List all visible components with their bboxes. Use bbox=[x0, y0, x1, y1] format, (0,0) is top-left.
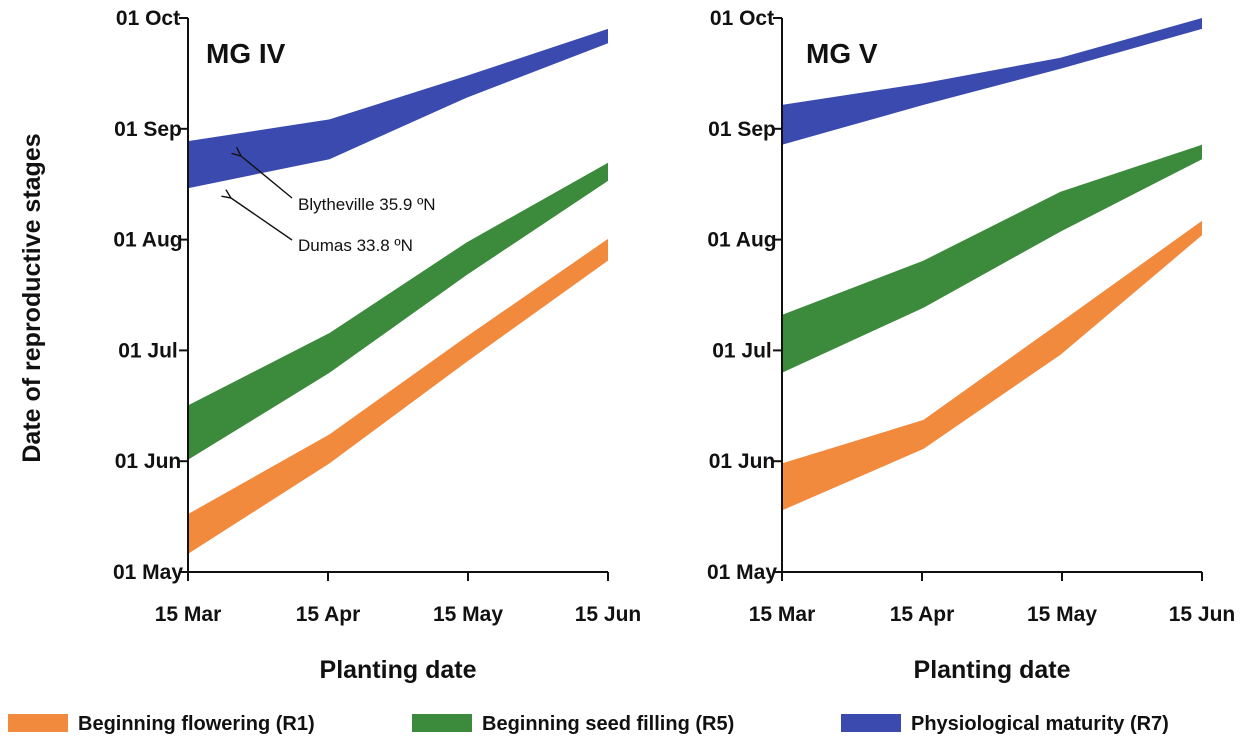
mg-v-y-tick-label: 01 Oct bbox=[710, 7, 774, 30]
mg-iv-y-tick-label: 01 Jul bbox=[118, 339, 178, 362]
mg-v-y-tick-label: 01 Jul bbox=[712, 339, 772, 362]
mg-iv-x-tick-label: 15 May bbox=[433, 603, 503, 626]
mg-iv-y-tick-label: 01 May bbox=[113, 561, 183, 584]
panel-mg-v-title: MG V bbox=[806, 38, 878, 69]
mg-v-band-beginning-seed-filling-r5 bbox=[782, 144, 1202, 373]
mg-v-y-tick-label: 01 May bbox=[707, 561, 777, 584]
mg-iv-x-tick-label: 15 Jun bbox=[575, 603, 642, 626]
panel-mg-v-ticks: 01 May 01 Jun 01 Jul 01 Aug 01 Sep 01 Oct 15 M… bbox=[707, 7, 1235, 626]
mg-iv-y-tick-label: 01 Jun bbox=[115, 450, 182, 473]
panel-mg-iv: 01 May 01 Jun 01 Jul 01 Aug 01 Sep 01 Oct 15 M… bbox=[113, 7, 641, 684]
panel-mg-iv-x-axis-title: Planting date bbox=[320, 656, 477, 684]
mg-v-y-tick-label: 01 Jun bbox=[709, 450, 776, 473]
mg-v-band-physiological-maturity-r7 bbox=[782, 18, 1202, 145]
mg-v-x-tick-label: 15 Jun bbox=[1169, 603, 1236, 626]
mg-v-band-beginning-flowering-r1 bbox=[782, 220, 1202, 511]
mg-v-x-tick-label: 15 Apr bbox=[890, 603, 955, 626]
panel-mg-iv-bands bbox=[188, 28, 608, 554]
legend-label-beginning-flowering-r1: Beginning flowering (R1) bbox=[78, 713, 315, 735]
mg-iv-y-tick-label: 01 Aug bbox=[113, 229, 182, 252]
mg-iv-x-tick-label: 15 Mar bbox=[155, 603, 222, 626]
mg-iv-y-tick-label: 01 Sep bbox=[114, 118, 182, 141]
legend: Beginning flowering (R1) Beginning seed f… bbox=[8, 713, 1169, 735]
mg-v-x-tick-label: 15 Mar bbox=[749, 603, 816, 626]
annotation-blytheville-arrow bbox=[241, 156, 293, 199]
legend-label-physiological-maturity-r7: Physiological maturity (R7) bbox=[911, 713, 1169, 735]
legend-swatch-physiological-maturity-r7 bbox=[841, 714, 901, 732]
mg-v-x-tick-label: 15 May bbox=[1027, 603, 1097, 626]
panel-mg-v: 01 May 01 Jun 01 Jul 01 Aug 01 Sep 01 Oct 15 M… bbox=[707, 7, 1235, 684]
mg-iv-x-tick-label: 15 Apr bbox=[296, 603, 361, 626]
panel-mg-v-bands bbox=[782, 18, 1202, 511]
legend-label-beginning-seed-filling-r5: Beginning seed filling (R5) bbox=[482, 713, 734, 735]
mg-iv-y-tick-label: 01 Oct bbox=[116, 7, 180, 30]
mg-iv-band-beginning-flowering-r1 bbox=[188, 238, 608, 554]
panel-mg-iv-ticks: 01 May 01 Jun 01 Jul 01 Aug 01 Sep 01 Oct 15 M… bbox=[113, 7, 641, 626]
legend-swatch-beginning-seed-filling-r5 bbox=[412, 714, 472, 732]
panel-mg-iv-title: MG IV bbox=[206, 38, 286, 69]
y-axis-title: Date of reproductive stages bbox=[18, 133, 46, 462]
panel-mg-v-x-axis-title: Planting date bbox=[914, 656, 1071, 684]
annotation-dumas: Dumas 33.8 ºN bbox=[298, 236, 413, 255]
mg-iv-band-beginning-seed-filling-r5 bbox=[188, 162, 608, 460]
mg-v-y-tick-label: 01 Sep bbox=[708, 118, 776, 141]
mg-v-y-tick-label: 01 Aug bbox=[707, 229, 776, 252]
mg-iv-band-physiological-maturity-r7 bbox=[188, 28, 608, 189]
legend-swatch-beginning-flowering-r1 bbox=[8, 714, 68, 732]
annotation-dumas-arrow bbox=[231, 198, 293, 241]
annotation-blytheville: Blytheville 35.9 ºN bbox=[298, 195, 436, 214]
